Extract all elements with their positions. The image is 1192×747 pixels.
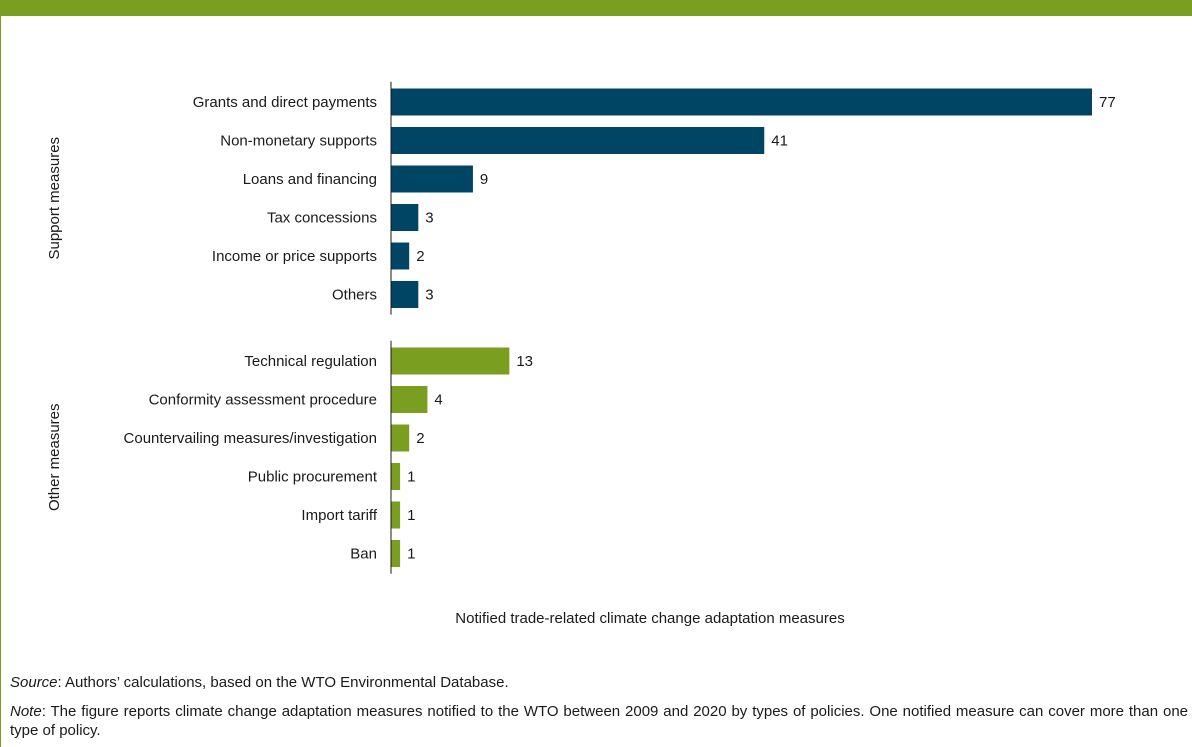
group-label: Support measures (46, 137, 63, 260)
bar (391, 501, 401, 529)
bar (391, 242, 410, 270)
data-label: 77 (1099, 94, 1116, 111)
category-tick-label: Technical regulation (244, 353, 377, 370)
category-tick-label: Countervailing measures/investigation (124, 430, 377, 447)
bar (391, 463, 401, 490)
category-tick-label: Loans and financing (243, 171, 377, 188)
note-prefix: Note (10, 703, 42, 720)
category-tick-label: Tax concessions (267, 210, 377, 227)
bar (391, 204, 419, 231)
data-label: 1 (407, 546, 415, 563)
category-tick-label: Public procurement (248, 469, 378, 486)
category-tick-label: Import tariff (301, 507, 377, 524)
source-note: Source: Authors’ calculations, based on … (10, 674, 509, 691)
bar (391, 165, 473, 193)
data-label: 3 (425, 287, 433, 304)
category-tick-label: Ban (350, 546, 377, 563)
category-tick-label: Grants and direct payments (193, 94, 377, 111)
source-prefix: Source (10, 674, 58, 691)
data-label: 2 (416, 430, 424, 447)
bar (391, 281, 419, 308)
bar (391, 88, 1092, 116)
group-label: Other measures (46, 403, 63, 511)
category-tick-label: Non-monetary supports (220, 133, 377, 150)
bar (391, 424, 410, 452)
data-label: 13 (516, 353, 533, 370)
data-label: 41 (771, 133, 788, 150)
category-tick-label: Conformity assessment procedure (149, 392, 377, 409)
data-label: 9 (480, 171, 488, 188)
data-label: 3 (425, 210, 433, 227)
figure-note: Note: The figure reports climate change … (10, 702, 1188, 740)
data-label: 1 (407, 507, 415, 524)
source-text: : Authors’ calculations, based on the WT… (57, 674, 509, 691)
note-text: : The figure reports climate change adap… (10, 703, 1188, 739)
category-tick-label: Income or price supports (212, 248, 377, 265)
data-label: 1 (407, 469, 415, 486)
bar (391, 347, 510, 375)
data-label: 4 (434, 392, 442, 409)
x-axis-label: Notified trade-related climate change ad… (455, 610, 845, 627)
bar (391, 127, 765, 154)
figure-header-band (0, 0, 1192, 16)
category-tick-label: Others (332, 287, 377, 304)
bar (391, 386, 428, 413)
bar (391, 540, 401, 567)
bar-chart: Grants and direct payments 77 Non-monetary… (46, 81, 1116, 574)
data-label: 2 (416, 248, 424, 265)
